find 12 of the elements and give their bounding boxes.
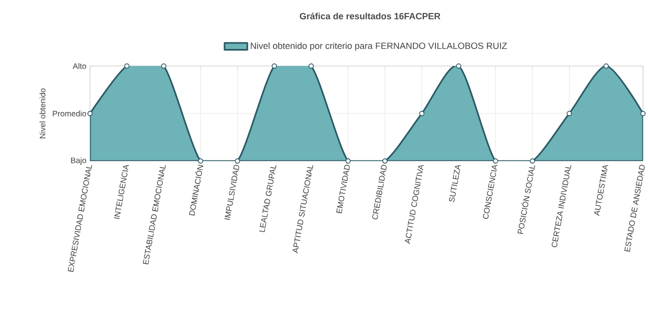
x-tick-label: CERTEZA INDIVIDUAL: [552, 165, 572, 248]
y-axis-title: Nivel obtenido: [39, 88, 46, 138]
text: Alto: [72, 63, 86, 69]
text: Bajo: [71, 157, 86, 165]
x-tick-label: SUTILEZA: [449, 164, 461, 202]
x-tick-label: POSICIÓN SOCIAL: [518, 165, 536, 234]
chart-title: Gráfica de resultados 16FACPER: [300, 12, 440, 20]
text: Promedio: [52, 110, 86, 116]
legend-label: Nivel obtenido por criterio para FERNANDO VILLALOBOS RUIZ: [250, 42, 507, 51]
x-tick-label: ACTITUD COGNITIVA: [404, 164, 424, 244]
x-tick-label: ESTADO DE ANSIEDAD: [624, 164, 645, 252]
x-tick-label: LEALTAD GRUPAL: [259, 165, 276, 232]
